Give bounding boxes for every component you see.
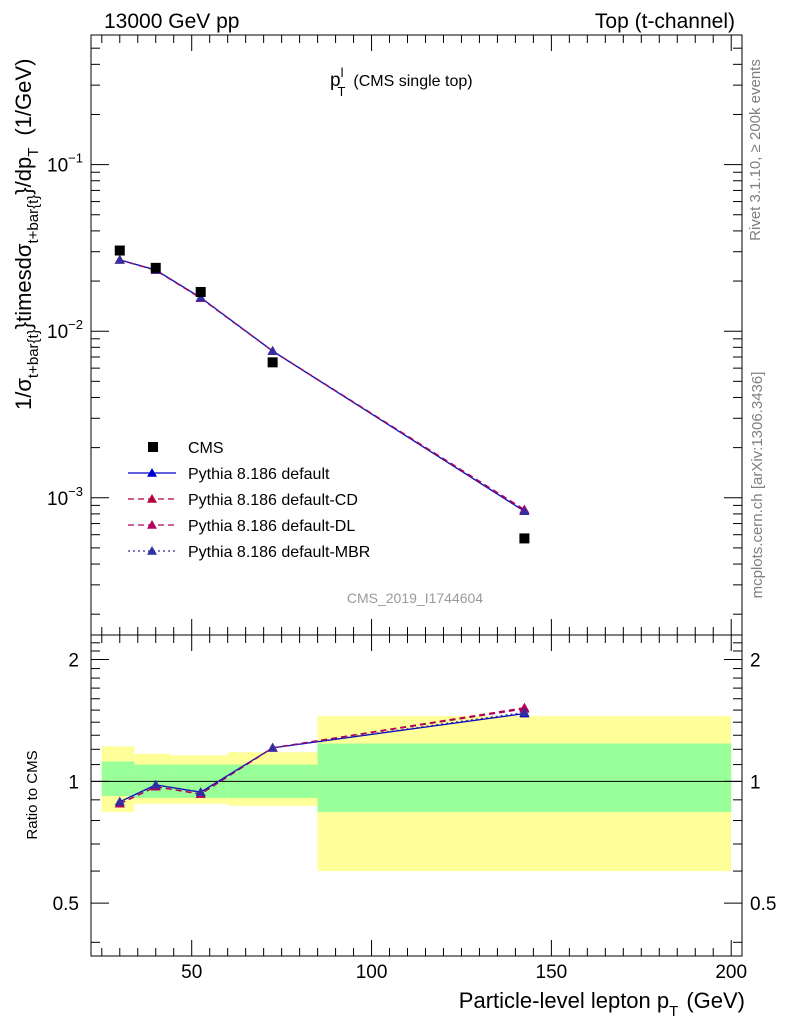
rivet-version-label: Rivet 3.1.10, ≥ 200k events bbox=[747, 59, 764, 241]
main-series-point bbox=[519, 506, 530, 515]
ylabel-part-6: T bbox=[25, 148, 42, 157]
main-series-point bbox=[195, 292, 206, 302]
ylabel-part-4: t+bar{t} bbox=[25, 195, 42, 244]
plot-title-note: (CMS single top) bbox=[353, 73, 472, 90]
xlabel-unit: (GeV) bbox=[686, 988, 745, 1013]
ratio-panel: 0.5 0.5 1 1 2 2 50 100 150 200 bbox=[53, 634, 776, 983]
legend: CMS Pythia 8.186 default Pythia 8.186 defa… bbox=[128, 440, 370, 561]
legend-label: Pythia 8.186 default-MBR bbox=[188, 544, 370, 561]
main-panel: 10−1 10−2 10−3 CMS Pythia 8.186 default Pyth… bbox=[47, 34, 743, 636]
main-y-tick-label: 10−3 bbox=[47, 484, 83, 510]
legend-marker bbox=[147, 468, 157, 477]
main-y-axis-label: 1/σt+bar{t}}timesdσt+bar{t}}/dpT(1/GeV) bbox=[11, 59, 42, 410]
ratio-y-tick-label: 0.5 bbox=[53, 894, 79, 915]
x-tick-label: 200 bbox=[715, 962, 747, 983]
ratio-y-axis-label: Ratio to CMS bbox=[24, 750, 41, 839]
ylabel-part-5: }/dp bbox=[11, 157, 36, 195]
data-point bbox=[267, 357, 278, 368]
x-tick-label: 100 bbox=[356, 962, 388, 983]
main-y-tick-label: 10−2 bbox=[47, 317, 83, 343]
ratio-series-point bbox=[267, 742, 278, 752]
legend-marker bbox=[147, 546, 157, 555]
ylabel-part-1: 1/σ bbox=[11, 378, 36, 410]
data-point bbox=[519, 533, 530, 544]
legend-label: CMS bbox=[188, 440, 224, 457]
x-tick-label: 150 bbox=[536, 962, 568, 983]
legend-marker bbox=[147, 520, 157, 529]
ratio-y-tick-label: 2 bbox=[68, 651, 79, 672]
plot-title-sup: l bbox=[341, 65, 344, 80]
data-point bbox=[114, 245, 125, 256]
ylabel-part-7: (1/GeV) bbox=[11, 59, 36, 136]
legend-marker bbox=[147, 494, 157, 503]
ratio-panel-frame bbox=[90, 634, 743, 957]
ylabel-part-2: t+bar{t} bbox=[25, 329, 42, 378]
plot-title: pl T (CMS single top) bbox=[330, 65, 473, 99]
ratio-y-tick-label-right: 2 bbox=[750, 651, 761, 672]
xlabel-main: Particle-level lepton p bbox=[459, 988, 669, 1013]
ratio-y-tick-label-right: 0.5 bbox=[750, 894, 776, 915]
analysis-watermark: CMS_2019_I1744604 bbox=[347, 590, 483, 606]
plot-title-sub: T bbox=[337, 84, 345, 99]
ylabel-part-3: }timesdσ bbox=[11, 243, 36, 329]
x-axis-label: Particle-level lepton pT (GeV) bbox=[459, 988, 745, 1020]
ratio-stat-uncertainty-band bbox=[317, 743, 732, 812]
header-energy: 13000 GeV pp bbox=[104, 10, 239, 33]
x-tick-label: 50 bbox=[181, 962, 202, 983]
data-point bbox=[150, 262, 161, 273]
ratio-stat-uncertainty-band bbox=[101, 761, 135, 796]
legend-label: Pythia 8.186 default-DL bbox=[188, 518, 355, 535]
ratio-series-point bbox=[150, 779, 161, 789]
xlabel-sub: T bbox=[669, 1003, 678, 1020]
data-point bbox=[195, 286, 206, 297]
main-series-point bbox=[114, 254, 125, 264]
main-series-point bbox=[267, 346, 278, 355]
plot-title-main: p bbox=[330, 70, 341, 91]
ratio-series-point bbox=[519, 707, 530, 717]
legend-label: Pythia 8.186 default-CD bbox=[188, 492, 358, 509]
ratio-series-point bbox=[195, 787, 206, 796]
main-y-tick-label: 10−1 bbox=[47, 151, 83, 177]
header-process: Top (t-channel) bbox=[595, 10, 735, 33]
ratio-y-tick-label: 1 bbox=[68, 772, 79, 793]
ratio-y-tick-label-right: 1 bbox=[750, 772, 761, 793]
ratio-series-point bbox=[114, 796, 125, 806]
legend-marker bbox=[148, 442, 158, 452]
legend-label: Pythia 8.186 default bbox=[188, 466, 330, 483]
mcplots-label: mcplots.cern.ch [arXiv:1306.3436] bbox=[749, 372, 766, 599]
